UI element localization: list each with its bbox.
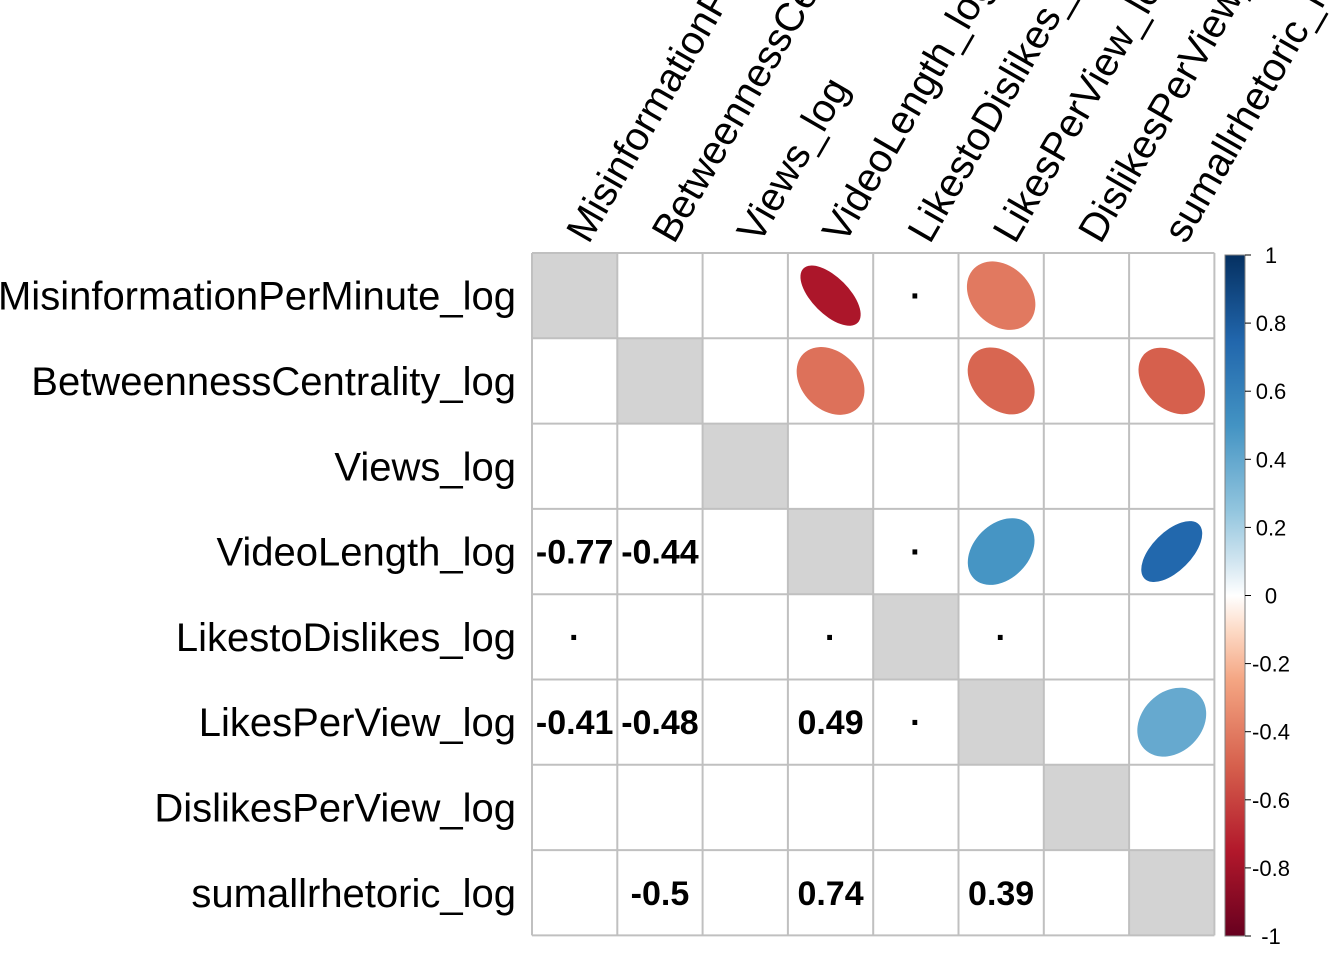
correlation-ellipse — [1141, 521, 1203, 583]
correlation-value-label: 0.39 — [968, 875, 1034, 913]
colorbar-tick-label: -0.6 — [1252, 788, 1290, 813]
colorbar-gradient — [1224, 254, 1246, 937]
row-label: sumallrhetoric_log — [191, 872, 516, 916]
correlation-value-label: -0.41 — [536, 704, 614, 742]
correlation-value-label: -0.5 — [631, 875, 690, 913]
row-label: BetweennessCentrality_log — [31, 360, 516, 404]
diagonal-cell — [617, 338, 703, 424]
colorbar-tick-label: 0 — [1265, 584, 1277, 609]
correlation-ellipse — [967, 518, 1035, 585]
row-label: LikestoDislikes_log — [176, 616, 516, 660]
row-label: VideoLength_log — [216, 531, 516, 575]
insignificant-dot: · — [910, 278, 921, 316]
insignificant-dot: · — [825, 619, 836, 657]
diagonal-cell — [873, 594, 959, 680]
diagonal-cell — [1043, 764, 1130, 851]
correlation-ellipse — [1137, 687, 1207, 757]
colorbar-tick-label: -0.4 — [1252, 720, 1290, 745]
colorbar-tick-label: 1 — [1265, 243, 1277, 268]
row-labels: MisinformationPerMinute_log BetweennessCe… — [0, 275, 516, 916]
diagonal-cell — [958, 679, 1044, 765]
insignificant-dot: · — [995, 619, 1006, 657]
colorbar-legend: 1 0.8 0.6 0.4 0.2 0 -0.2 -0.4 -0.6 -0.8 -1 — [1224, 243, 1290, 949]
colorbar-tick-label: -1 — [1261, 924, 1281, 949]
colorbar-tick-label: 0.6 — [1256, 379, 1287, 404]
correlation-ellipse — [967, 347, 1035, 415]
matrix-grid — [531, 252, 1216, 937]
insignificant-dot: · — [569, 619, 580, 657]
row-label: MisinformationPerMinute_log — [0, 275, 516, 319]
correlation-value-label: -0.44 — [621, 534, 699, 572]
colorbar-tick-label: 0.8 — [1256, 311, 1287, 336]
row-label: DislikesPerView_log — [154, 786, 516, 830]
row-label: LikesPerView_log — [199, 701, 516, 745]
correlation-ellipse — [966, 261, 1036, 330]
matrix-marks: · · · · · · -0.77 -0.44 -0.41 -0.48 0.49 -0.5 0.74 0.… — [536, 261, 1207, 913]
matrix-cells — [532, 253, 1215, 936]
diagonal-cell — [787, 508, 874, 595]
diagonal-cell — [1129, 850, 1215, 936]
correlation-value-label: -0.77 — [536, 534, 614, 572]
correlation-value-label: -0.48 — [621, 704, 699, 742]
correlation-value-label: 0.49 — [797, 704, 863, 742]
insignificant-dot: · — [910, 534, 921, 572]
correlation-ellipse — [796, 347, 865, 415]
diagonal-cell — [702, 423, 788, 509]
row-label: Views_log — [334, 445, 516, 489]
colorbar-tick-label: -0.2 — [1252, 652, 1290, 677]
colorbar-tick-label: 0.4 — [1256, 447, 1287, 472]
colorbar-tick-label: 0.2 — [1256, 515, 1287, 540]
correlation-value-label: 0.74 — [797, 875, 863, 913]
column-labels: MisinformationPerMinute_logBetweennessCe… — [558, 0, 1344, 250]
correlation-ellipse — [800, 265, 861, 326]
diagonal-cell — [532, 253, 618, 339]
insignificant-dot: · — [910, 704, 921, 742]
correlation-ellipse — [1138, 347, 1205, 415]
colorbar-tick-label: -0.8 — [1252, 856, 1290, 881]
